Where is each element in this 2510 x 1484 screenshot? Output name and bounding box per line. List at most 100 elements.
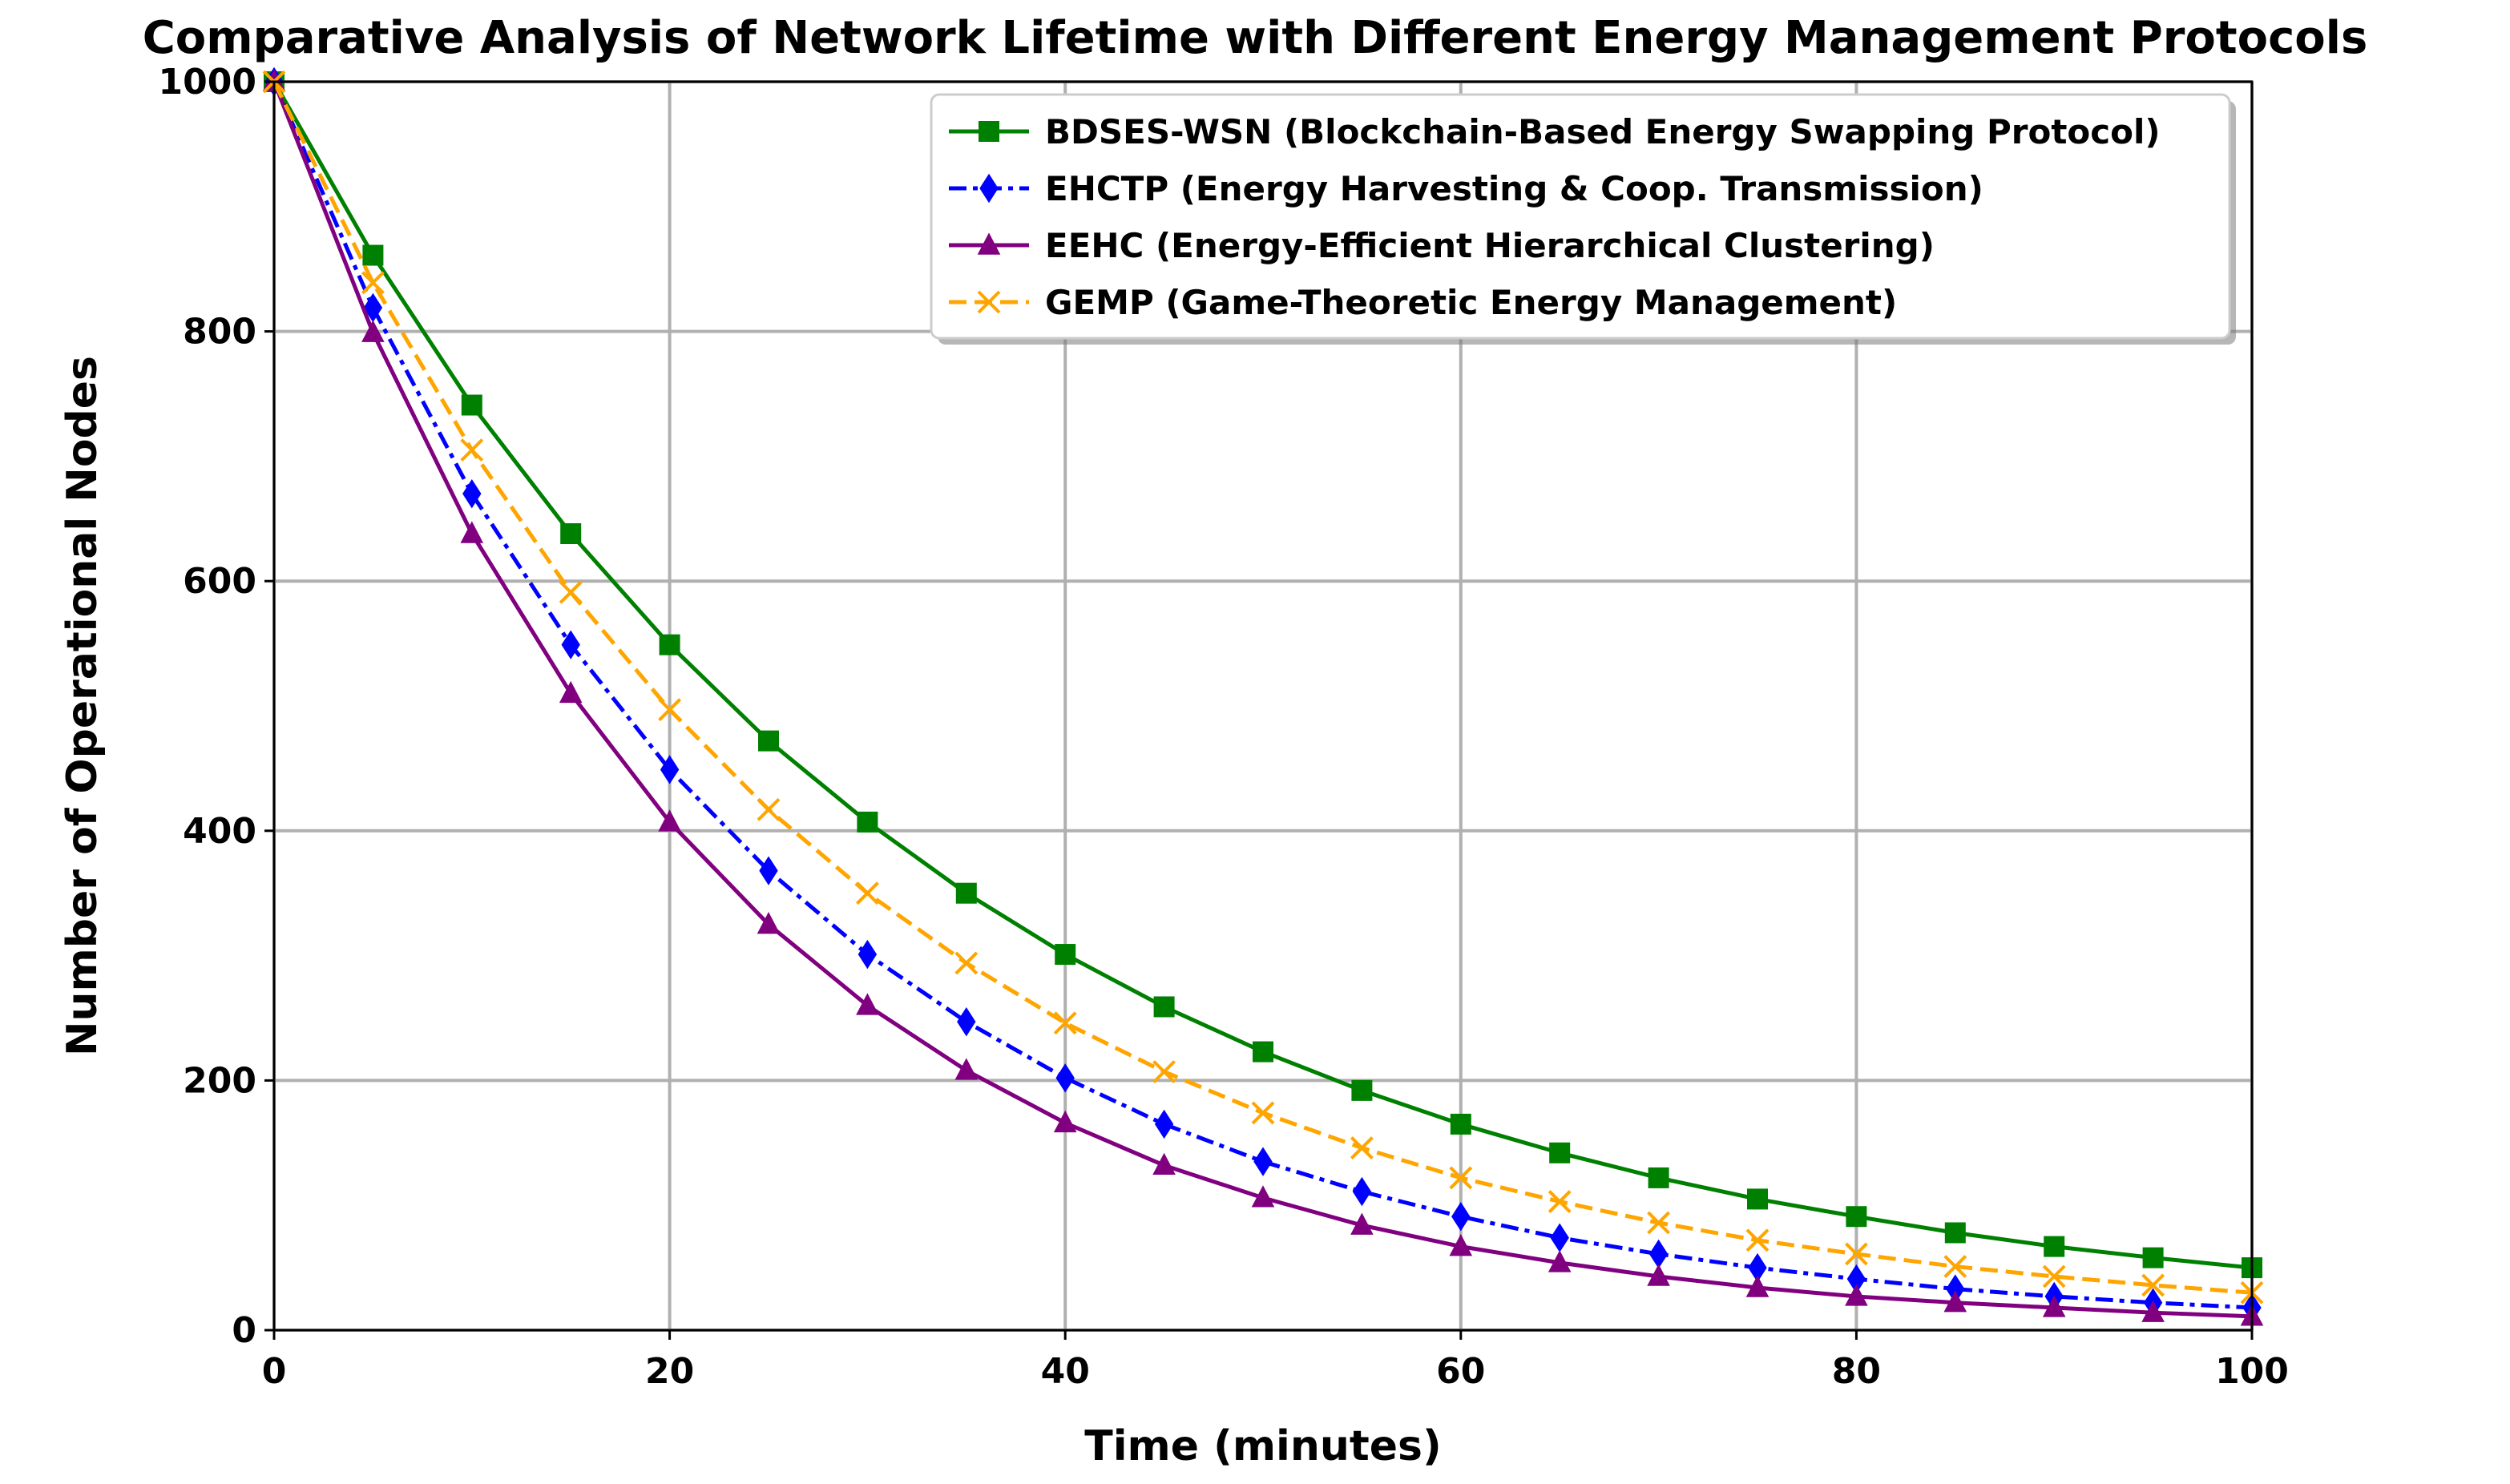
data-point (1946, 1274, 1965, 1304)
data-point (1647, 1264, 1670, 1286)
legend-marker (979, 121, 999, 142)
chart-title: Comparative Analysis of Network Lifetime… (143, 12, 2368, 64)
data-point (1548, 1250, 1572, 1272)
data-point (955, 882, 977, 904)
data-point (856, 993, 879, 1015)
data-point (1352, 1176, 1372, 1207)
data-point (1550, 1223, 1569, 1252)
data-point (561, 630, 580, 659)
data-point (954, 951, 979, 975)
data-point (1844, 1242, 1868, 1266)
data-point (2044, 1236, 2065, 1257)
x-tick-label: 60 (1436, 1351, 1485, 1392)
data-point (1745, 1228, 1770, 1252)
data-point (658, 809, 681, 832)
data-point (361, 271, 385, 295)
data-point (1944, 1222, 1966, 1244)
data-point (1351, 1079, 1373, 1101)
data-point (559, 580, 583, 604)
y-tick-label: 800 (183, 312, 256, 353)
data-point (2042, 1295, 2066, 1317)
x-tick-label: 40 (1041, 1351, 1090, 1392)
data-point (1943, 1255, 1967, 1278)
plot-area-frame (272, 80, 2254, 1332)
data-point (1153, 996, 1175, 1018)
data-point (1747, 1188, 1768, 1210)
y-tick-label: 0 (232, 1310, 256, 1351)
data-point (361, 320, 385, 342)
data-point (1152, 1060, 1176, 1083)
data-point (1449, 1234, 1473, 1256)
data-point (857, 811, 878, 833)
legend-entry-label: BDSES-WSN (Blockchain-Based Energy Swapp… (1045, 112, 2161, 151)
data-point (1451, 1202, 1471, 1232)
data-point (2142, 1247, 2164, 1268)
data-point (658, 698, 682, 722)
data-point (1055, 944, 1076, 966)
data-point (1845, 1284, 1868, 1306)
y-tick-label: 400 (183, 811, 256, 852)
data-point (461, 394, 482, 416)
data-point (1053, 1110, 1077, 1133)
data-point (858, 939, 878, 970)
x-axis-label: Time (minutes) (1084, 1422, 1442, 1470)
data-point (460, 521, 484, 543)
y-tick-label: 200 (183, 1060, 256, 1101)
series-1 (264, 71, 2262, 1279)
data-point (1748, 1252, 1767, 1283)
data-point (1053, 1011, 1077, 1035)
data-point (2141, 1273, 2165, 1297)
data-point (757, 797, 781, 821)
legend-marker (977, 290, 1001, 314)
legend-entry-label: GEMP (Game-Theoretic Energy Management) (1045, 283, 1897, 322)
data-point (1253, 1147, 1273, 1176)
y-tick-label: 600 (183, 561, 256, 602)
legend-marker (977, 232, 1001, 255)
data-point (855, 881, 879, 905)
y-tick-label: 1000 (159, 62, 256, 103)
data-point (1745, 1275, 1770, 1297)
data-point (559, 680, 583, 704)
data-point (660, 755, 680, 784)
data-point (1846, 1206, 1867, 1228)
data-series (262, 67, 2264, 1326)
legend-entry-label: EHCTP (Energy Harvesting & Coop. Transmi… (1045, 169, 1983, 208)
data-point (659, 634, 680, 655)
legend-marker (979, 173, 999, 204)
data-point (1152, 1152, 1176, 1176)
data-point (2141, 1300, 2165, 1322)
data-point (460, 438, 484, 462)
data-point (1450, 1113, 1471, 1135)
data-point (1350, 1212, 1374, 1235)
data-point (2042, 1264, 2066, 1288)
data-point (1549, 1142, 1571, 1163)
data-point (1846, 1264, 1866, 1294)
data-point (759, 856, 778, 885)
x-tick-label: 100 (2215, 1351, 2289, 1392)
data-point (1648, 1167, 1669, 1188)
legend-box (930, 93, 2231, 340)
data-point (758, 730, 779, 752)
x-tick-label: 0 (262, 1351, 287, 1392)
legend-entry-label: EEHC (Energy-Efficient Hierarchical Clus… (1045, 226, 1935, 265)
data-point (362, 244, 384, 266)
data-point (1548, 1190, 1572, 1213)
data-point (1253, 1041, 1273, 1063)
data-point (462, 478, 482, 509)
data-point (957, 1006, 976, 1037)
x-tick-label: 80 (1832, 1351, 1881, 1392)
data-point (560, 522, 582, 544)
data-point (1449, 1166, 1473, 1190)
data-point (1251, 1101, 1275, 1125)
data-point (1648, 1239, 1669, 1269)
data-point (1943, 1290, 1967, 1313)
data-point (1055, 1063, 1075, 1093)
data-point (1154, 1109, 1174, 1139)
series-4 (262, 70, 2264, 1305)
data-point (954, 1058, 979, 1080)
data-point (363, 292, 383, 323)
data-point (1647, 1211, 1671, 1235)
x-tick-label: 20 (645, 1351, 694, 1392)
